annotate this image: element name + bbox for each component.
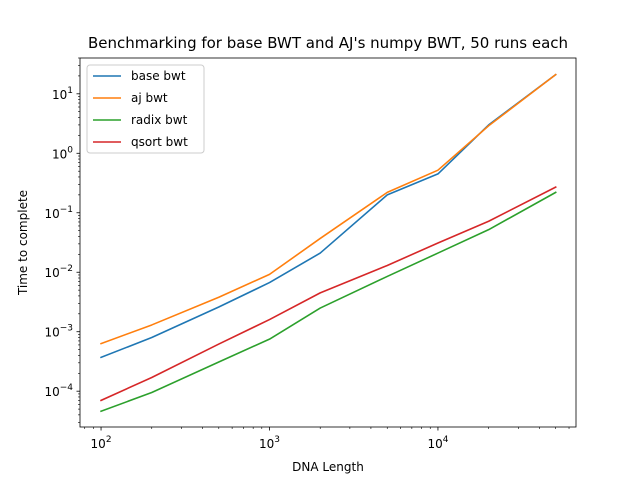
y-tick-label: 10−2 xyxy=(44,264,73,280)
legend-label-base-bwt: base bwt xyxy=(131,69,186,83)
x-axis-label: DNA Length xyxy=(292,460,364,474)
x-tick-label: 102 xyxy=(91,435,112,451)
y-tick-label: 101 xyxy=(52,86,73,102)
x-axis-ticks: 102 103 104 xyxy=(84,427,570,451)
legend: base bwt aj bwt radix bwt qsort bwt xyxy=(86,64,205,154)
y-tick-label: 10−3 xyxy=(44,324,73,340)
x-tick-label: 103 xyxy=(259,435,280,451)
y-tick-label: 100 xyxy=(52,145,73,161)
y-tick-label: 10−4 xyxy=(44,383,73,399)
series-line-radix-bwt xyxy=(100,191,557,413)
legend-label-qsort-bwt: qsort bwt xyxy=(131,135,188,149)
series-line-qsort-bwt xyxy=(99,186,557,402)
legend-frame xyxy=(86,64,205,154)
legend-label-aj-bwt: aj bwt xyxy=(131,91,168,105)
series-layer xyxy=(99,73,557,413)
y-axis-label: Time to complete xyxy=(16,190,30,296)
y-axis-ticks: 10−4 10−3 10−2 10−1 100 101 xyxy=(44,57,80,423)
legend-label-radix-bwt: radix bwt xyxy=(131,113,188,127)
plot-area-frame xyxy=(79,57,577,428)
y-tick-label: 10−1 xyxy=(44,205,73,221)
series-line-aj-bwt xyxy=(100,73,557,345)
x-tick-label: 104 xyxy=(427,435,448,451)
chart-title: Benchmarking for base BWT and AJ's numpy… xyxy=(88,34,568,52)
